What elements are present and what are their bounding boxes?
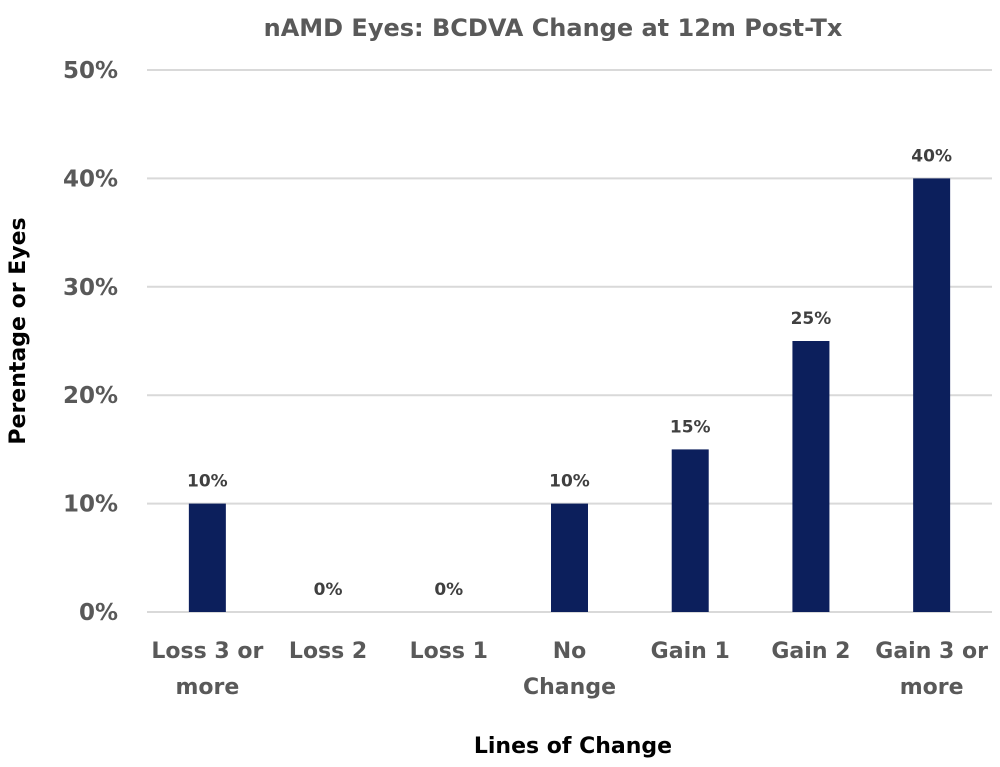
gridlines [147, 69, 992, 613]
data-label: 0% [434, 580, 463, 600]
bar [188, 503, 226, 612]
bar [913, 178, 951, 612]
chart-title: nAMD Eyes: BCDVA Change at 12m Post-Tx [264, 14, 843, 42]
x-tick-label: Gain 3 or more [875, 639, 988, 700]
x-tick-label: Loss 2 [289, 639, 367, 664]
x-axis-ticks: Loss 3 or more Loss 2 Loss 1 No Change Gain 1 G… [151, 639, 988, 700]
data-label: 15% [670, 417, 711, 437]
x-tick-label: Loss 3 or more [151, 639, 263, 700]
x-axis-title: Lines of Change [474, 734, 672, 759]
y-tick-label: 50% [63, 58, 118, 84]
y-tick-label: 30% [63, 275, 118, 301]
y-axis-title: Perentage or Eyes [6, 217, 31, 444]
bar [671, 449, 709, 612]
data-label: 40% [911, 146, 952, 166]
y-tick-label: 0% [79, 600, 118, 626]
x-tick-label: Gain 2 [771, 639, 850, 664]
data-label: 0% [314, 580, 343, 600]
y-tick-label: 40% [63, 166, 118, 192]
y-axis-ticks: 0% 10% 20% 30% 40% 50% [63, 58, 118, 626]
x-tick-label: No Change [523, 639, 616, 700]
bar [551, 503, 588, 612]
x-tick-label: Loss 1 [410, 639, 488, 664]
data-labels: 10% 0% 0% 10% 15% 25% 40% [187, 146, 952, 600]
y-tick-label: 20% [63, 383, 118, 409]
data-label: 25% [791, 309, 832, 329]
bars [188, 178, 951, 612]
bar [792, 341, 830, 612]
x-tick-label: Gain 1 [651, 639, 730, 664]
y-tick-label: 10% [63, 492, 118, 518]
data-label: 10% [187, 472, 228, 492]
data-label: 10% [549, 472, 590, 492]
